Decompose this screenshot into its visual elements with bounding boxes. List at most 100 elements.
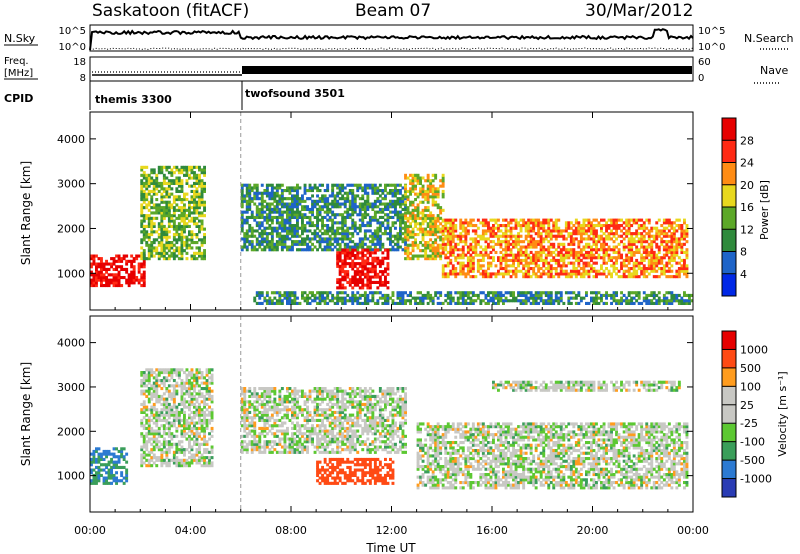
heatmap-cell	[509, 299, 513, 303]
heatmap-cell	[569, 296, 573, 300]
heatmap-cell	[165, 426, 169, 430]
heatmap-cell	[672, 258, 676, 262]
heatmap-cell	[341, 224, 345, 228]
heatmap-cell	[504, 224, 508, 228]
heatmap-cell	[280, 215, 284, 219]
heatmap-cell	[446, 291, 450, 295]
heatmap-cell	[152, 381, 156, 385]
heatmap-cell	[517, 293, 520, 297]
heatmap-cell	[504, 229, 508, 233]
heatmap-cell	[554, 293, 558, 297]
heatmap-cell	[539, 221, 543, 225]
heatmap-cell	[414, 296, 417, 300]
heatmap-cell	[157, 432, 161, 436]
heatmap-cell	[389, 232, 392, 236]
heatmap-cell	[406, 235, 410, 239]
heatmap-cell	[670, 291, 674, 295]
heatmap-cell	[361, 194, 365, 198]
heatmap-cell	[627, 299, 631, 303]
heatmap-cell	[373, 242, 377, 246]
heatmap-cell	[585, 256, 588, 260]
heatmap-cell	[517, 242, 520, 246]
heatmap-cell	[341, 226, 345, 230]
nave-tick-high: 60	[698, 57, 711, 68]
heatmap-cell	[620, 218, 623, 222]
heatmap-cell	[346, 251, 350, 255]
heatmap-cell	[414, 173, 417, 177]
heatmap-cell	[278, 202, 282, 206]
heatmap-cell	[376, 299, 380, 303]
heatmap-cell	[683, 261, 686, 265]
heatmap-cell	[147, 458, 151, 462]
heatmap-cell	[185, 235, 189, 239]
heatmap-cell	[155, 251, 159, 255]
heatmap-cell	[203, 206, 206, 210]
heatmap-cell	[258, 245, 262, 249]
heatmap-cell	[431, 241, 435, 245]
heatmap-cell	[363, 259, 367, 263]
heatmap-cell	[444, 221, 448, 225]
heatmap-cell	[293, 234, 297, 238]
heatmap-cell	[338, 245, 342, 249]
heatmap-cell	[532, 218, 536, 222]
heatmap-cell	[336, 232, 340, 236]
heatmap-cell	[630, 248, 634, 252]
heatmap-cell	[401, 291, 405, 295]
heatmap-cell	[175, 230, 179, 234]
heatmap-cell	[582, 275, 586, 279]
heatmap-cell	[180, 168, 184, 172]
heatmap-cell	[547, 224, 551, 228]
heatmap-cell	[514, 296, 518, 300]
heatmap-cell	[157, 251, 161, 255]
heatmap-cell	[240, 197, 244, 201]
heatmap-cell	[180, 254, 184, 258]
heatmap-cell	[549, 242, 553, 246]
heatmap-cell	[595, 291, 598, 295]
heatmap-cell	[175, 442, 179, 446]
heatmap-cell	[572, 264, 576, 268]
heatmap-cell	[348, 296, 352, 300]
heatmap-cell	[662, 299, 666, 303]
heatmap-cell	[172, 235, 176, 239]
heatmap-cell	[494, 291, 498, 295]
heatmap-cell	[172, 442, 176, 446]
heatmap-cell	[391, 202, 395, 206]
heatmap-cell	[160, 251, 164, 255]
heatmap-cell	[419, 192, 422, 196]
heatmap-cell	[343, 191, 347, 195]
heatmap-cell	[492, 301, 495, 305]
heatmap-cell	[155, 198, 159, 202]
heatmap-cell	[574, 218, 578, 222]
heatmap-cell	[110, 278, 113, 282]
heatmap-cell	[489, 264, 493, 268]
heatmap-cell	[298, 234, 302, 238]
nsearch-label: N.Search	[744, 32, 794, 45]
heatmap-cell	[308, 296, 312, 300]
heatmap-cell	[434, 173, 438, 177]
heatmap-cell	[426, 224, 430, 228]
heatmap-cell	[260, 234, 264, 238]
heatmap-cell	[177, 376, 181, 380]
heatmap-cell	[180, 230, 184, 234]
heatmap-cell	[328, 226, 332, 230]
heatmap-cell	[253, 229, 257, 233]
heatmap-cell	[167, 230, 171, 234]
heatmap-cell	[255, 183, 259, 187]
heatmap-cell	[142, 181, 146, 185]
heatmap-cell	[409, 230, 412, 234]
heatmap-cell	[685, 301, 689, 305]
heatmap-cell	[356, 242, 360, 246]
heatmap-cell	[172, 371, 176, 375]
heatmap-cell	[275, 240, 279, 244]
heatmap-cell	[582, 237, 586, 241]
heatmap-cell	[476, 269, 480, 273]
heatmap-cell	[243, 218, 247, 222]
heatmap-cell	[615, 291, 618, 295]
heatmap-cell	[466, 272, 470, 276]
heatmap-cell	[303, 186, 307, 190]
heatmap-cell	[240, 199, 244, 203]
heatmap-cell	[406, 251, 410, 255]
heatmap-cell	[157, 397, 161, 401]
heatmap-cell	[381, 283, 385, 287]
heatmap-cell	[595, 296, 598, 300]
